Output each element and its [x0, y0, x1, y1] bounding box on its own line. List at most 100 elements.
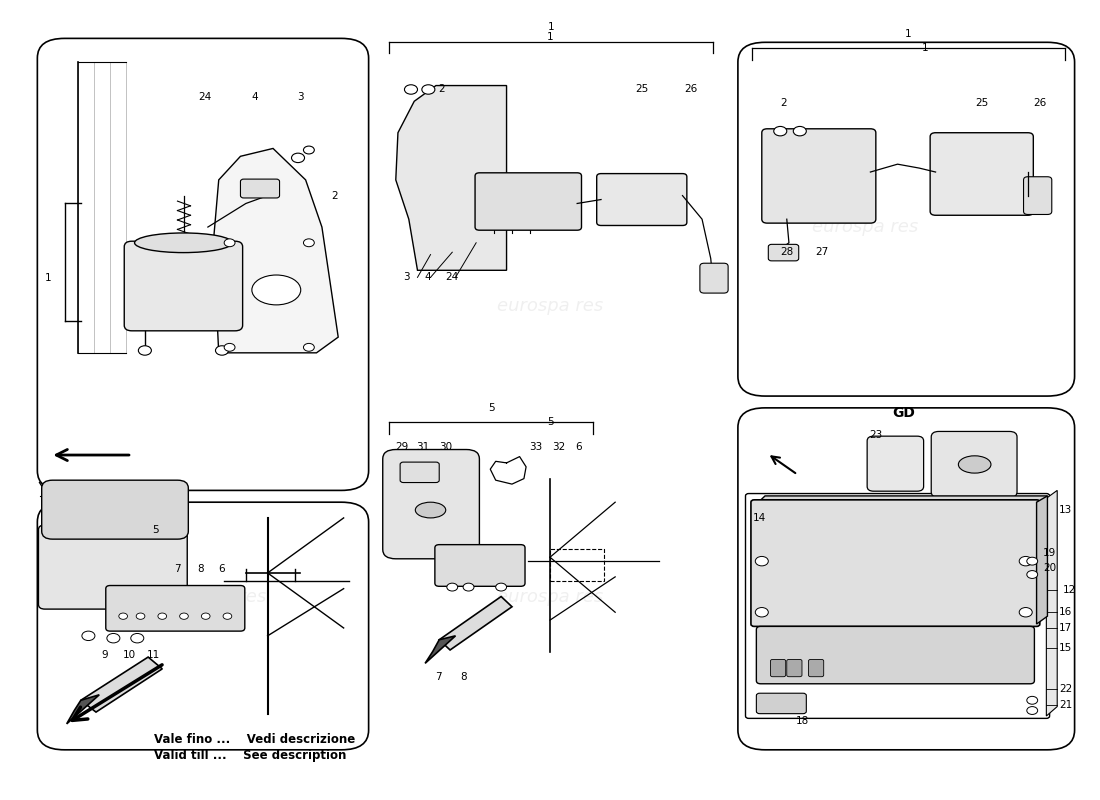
FancyBboxPatch shape	[808, 659, 824, 677]
Text: 18: 18	[795, 716, 808, 726]
FancyBboxPatch shape	[786, 659, 802, 677]
Text: 26: 26	[684, 85, 697, 94]
Circle shape	[81, 631, 95, 641]
Ellipse shape	[416, 502, 446, 518]
Polygon shape	[1046, 490, 1057, 716]
Text: 5: 5	[547, 417, 553, 427]
FancyBboxPatch shape	[762, 129, 876, 223]
Circle shape	[304, 146, 315, 154]
Circle shape	[158, 613, 166, 619]
Text: 7: 7	[174, 564, 180, 574]
Bar	[550, 550, 604, 581]
FancyBboxPatch shape	[475, 173, 582, 230]
Text: 25: 25	[636, 85, 649, 94]
Text: 4: 4	[251, 92, 257, 102]
Text: 11: 11	[147, 650, 161, 661]
Circle shape	[405, 85, 418, 94]
Circle shape	[1026, 570, 1037, 578]
Text: 30: 30	[439, 442, 452, 452]
Circle shape	[224, 343, 235, 351]
Circle shape	[447, 583, 458, 591]
Text: 23: 23	[869, 430, 882, 440]
Text: 20: 20	[1043, 563, 1056, 574]
Polygon shape	[213, 149, 338, 353]
FancyBboxPatch shape	[39, 525, 187, 609]
Circle shape	[139, 346, 152, 355]
FancyBboxPatch shape	[768, 244, 799, 261]
Text: 7: 7	[434, 672, 441, 682]
FancyBboxPatch shape	[931, 133, 1033, 215]
Circle shape	[421, 85, 434, 94]
Text: 12: 12	[1063, 586, 1076, 595]
Circle shape	[1020, 607, 1032, 617]
FancyBboxPatch shape	[770, 659, 785, 677]
Circle shape	[201, 613, 210, 619]
Circle shape	[304, 239, 315, 246]
Text: 27: 27	[815, 247, 828, 258]
Polygon shape	[80, 657, 163, 712]
Circle shape	[773, 126, 786, 136]
Text: 5: 5	[153, 525, 159, 534]
Text: 1: 1	[547, 32, 553, 42]
FancyBboxPatch shape	[932, 431, 1018, 498]
FancyBboxPatch shape	[383, 450, 480, 558]
FancyBboxPatch shape	[400, 462, 439, 482]
Ellipse shape	[252, 275, 300, 305]
Text: 6: 6	[575, 442, 582, 452]
Text: 31: 31	[416, 442, 430, 452]
Circle shape	[292, 153, 305, 162]
Text: 2: 2	[780, 98, 786, 108]
Text: 24: 24	[446, 272, 459, 282]
Text: 8: 8	[460, 672, 466, 682]
Circle shape	[136, 613, 145, 619]
Polygon shape	[755, 496, 1047, 506]
Text: 19: 19	[1043, 547, 1056, 558]
Text: eurospa res: eurospa res	[161, 297, 266, 314]
Text: 2: 2	[438, 85, 444, 94]
Text: 29: 29	[396, 442, 409, 452]
Circle shape	[1026, 558, 1037, 565]
Text: 4: 4	[424, 272, 430, 282]
FancyBboxPatch shape	[241, 179, 279, 198]
FancyBboxPatch shape	[700, 263, 728, 293]
Circle shape	[793, 126, 806, 136]
Text: 13: 13	[1059, 505, 1072, 515]
Text: 15: 15	[1059, 642, 1072, 653]
Circle shape	[1020, 557, 1032, 566]
FancyBboxPatch shape	[596, 174, 686, 226]
Text: 26: 26	[1033, 98, 1046, 108]
FancyBboxPatch shape	[434, 545, 525, 586]
Circle shape	[107, 634, 120, 643]
Circle shape	[1026, 696, 1037, 704]
Circle shape	[463, 583, 474, 591]
Text: Valid till ...    See description: Valid till ... See description	[154, 749, 345, 762]
Text: 22: 22	[1059, 684, 1072, 694]
FancyBboxPatch shape	[42, 480, 188, 539]
Text: 3: 3	[404, 272, 410, 282]
Circle shape	[223, 613, 232, 619]
Text: 21: 21	[1059, 700, 1072, 710]
Text: 25: 25	[976, 98, 989, 108]
FancyBboxPatch shape	[867, 436, 924, 491]
FancyBboxPatch shape	[757, 694, 806, 714]
FancyBboxPatch shape	[751, 500, 1040, 626]
Polygon shape	[1036, 496, 1047, 624]
Circle shape	[119, 613, 128, 619]
Circle shape	[304, 343, 315, 351]
Text: Vale fino ...    Vedi descrizione: Vale fino ... Vedi descrizione	[154, 733, 355, 746]
Circle shape	[179, 613, 188, 619]
Ellipse shape	[134, 233, 232, 253]
Ellipse shape	[958, 456, 991, 473]
Text: 9: 9	[101, 650, 108, 661]
Circle shape	[756, 557, 768, 566]
FancyBboxPatch shape	[1023, 177, 1052, 214]
Text: eurospa res: eurospa res	[812, 218, 918, 236]
Circle shape	[496, 583, 507, 591]
Text: eurospa res: eurospa res	[497, 587, 603, 606]
Text: 6: 6	[219, 564, 225, 574]
Circle shape	[1026, 706, 1037, 714]
Text: 10: 10	[123, 650, 136, 661]
Text: 28: 28	[780, 247, 793, 258]
Text: 1: 1	[45, 273, 52, 283]
Text: 24: 24	[198, 92, 211, 102]
